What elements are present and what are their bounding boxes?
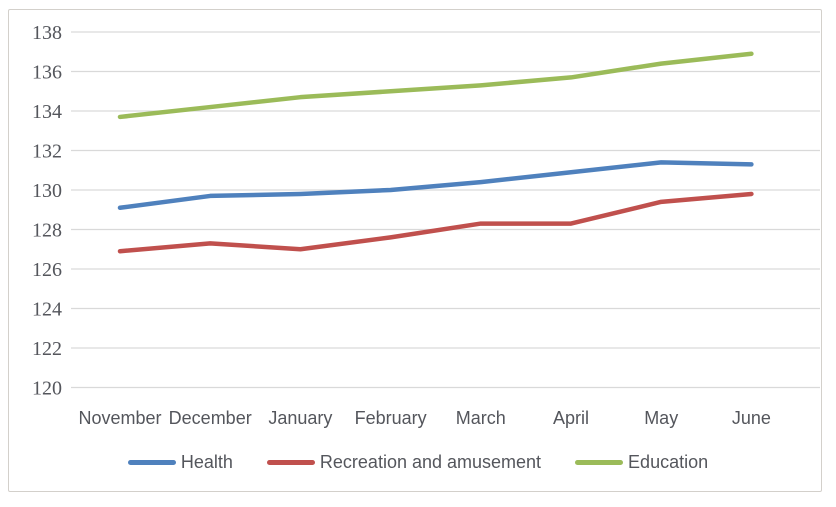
x-axis-label-november: November	[78, 408, 161, 428]
y-tick-label-130: 130	[32, 180, 62, 202]
legend-line-swatch-education	[575, 459, 624, 465]
legend-line-swatch-recreation-and-amusement	[266, 459, 315, 465]
x-axis-label-june: June	[732, 408, 771, 428]
legend-item-recreation-and-amusement: Recreation and amusement	[266, 452, 542, 472]
y-tick-label-120: 120	[32, 378, 62, 400]
y-tick-label-126: 126	[32, 259, 62, 281]
x-axis-label-may: May	[644, 408, 678, 428]
y-tick-label-124: 124	[32, 299, 62, 321]
series-line-health	[117, 160, 754, 211]
y-tick-label-132: 132	[32, 141, 62, 163]
legend-item-education: Education	[575, 453, 708, 471]
y-tick-label-122: 122	[32, 338, 62, 360]
chart-legend: Health Recreation and amusement Education	[0, 453, 836, 471]
legend-label-recreation-and-amusement: Recreation and amusement	[319, 452, 542, 472]
legend-label-education: Education	[628, 452, 709, 472]
y-tick-label-128: 128	[32, 220, 62, 242]
legend-label-health: Health	[180, 452, 233, 472]
y-tick-label-136: 136	[32, 62, 62, 84]
legend-item-health: Health	[127, 452, 233, 472]
x-axis-label-april: April	[553, 408, 589, 428]
x-axis-label-december: December	[169, 408, 252, 428]
x-axis-label-february: February	[355, 408, 427, 428]
series-line-recreation-and-amusement	[117, 191, 754, 254]
y-tick-label-138: 138	[32, 22, 62, 44]
x-axis-label-january: January	[268, 408, 332, 428]
legend-line-swatch-health	[127, 459, 176, 465]
y-tick-label-134: 134	[32, 101, 62, 123]
series-line-education	[117, 51, 754, 120]
x-axis-label-march: March	[456, 408, 506, 428]
